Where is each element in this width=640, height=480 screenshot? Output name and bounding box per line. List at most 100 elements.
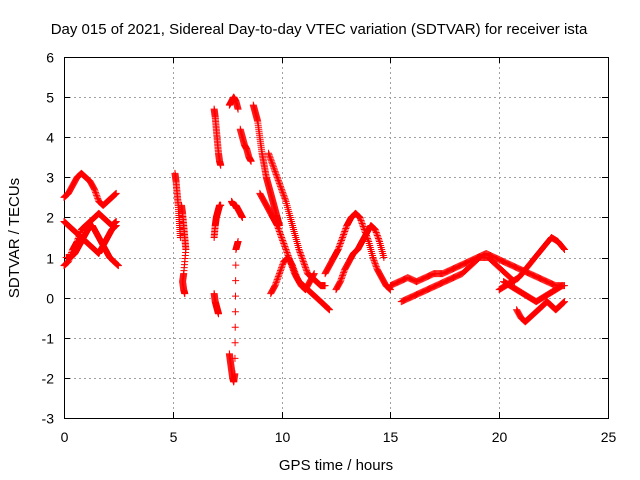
data-point (301, 262, 309, 270)
data-point (370, 257, 378, 265)
data-point (339, 270, 347, 278)
data-point (296, 249, 304, 257)
data-point (289, 263, 297, 271)
y-tick-label: -1 (42, 331, 55, 347)
data-point (337, 237, 345, 245)
data-point (278, 264, 286, 272)
data-point (302, 265, 310, 273)
grid-lines (64, 57, 608, 418)
data-point (112, 222, 120, 230)
data-point (360, 224, 368, 232)
data-point (272, 279, 280, 287)
data-point (274, 176, 282, 184)
data-point (234, 238, 242, 246)
data-point (280, 191, 288, 199)
data-point (340, 269, 348, 277)
data-point (277, 230, 285, 238)
data-point (113, 260, 121, 268)
data-point (558, 282, 566, 290)
data-point (282, 246, 290, 254)
data-point (302, 264, 310, 272)
data-point (277, 182, 285, 190)
data-point (560, 298, 568, 306)
data-point (234, 105, 242, 113)
data-point (341, 226, 349, 234)
series-arc-9 (210, 105, 225, 169)
data-point (273, 221, 281, 229)
series-arc-24 (500, 278, 566, 306)
data-point (111, 223, 119, 231)
data-point (273, 172, 281, 180)
data-point (325, 306, 333, 314)
data-point (273, 277, 281, 285)
data-point (279, 238, 287, 246)
chart-title: Day 015 of 2021, Sidereal Day-to-day VTE… (51, 21, 588, 38)
data-point (283, 249, 291, 257)
data-point (281, 194, 289, 202)
data-point (274, 175, 282, 183)
data-point (370, 255, 378, 263)
data-point (281, 244, 289, 252)
series-arc-5 (171, 169, 184, 241)
data-point (358, 219, 366, 227)
data-point (373, 231, 381, 239)
x-tick-label: 25 (601, 429, 617, 445)
data-point (269, 163, 277, 171)
x-tick-label: 15 (383, 429, 399, 445)
data-point (385, 285, 393, 293)
data-point (336, 240, 344, 248)
y-tick-label: 3 (46, 170, 54, 186)
data-point (181, 290, 189, 298)
data-point (340, 229, 348, 237)
data-point (111, 222, 119, 230)
data-point (372, 263, 380, 271)
series-arc-1 (60, 209, 120, 270)
data-point (298, 255, 306, 263)
data-point (275, 271, 283, 279)
data-point (292, 271, 300, 279)
data-point (93, 191, 101, 199)
data-point (560, 245, 568, 253)
plot-frame (64, 57, 609, 419)
data-point (214, 310, 222, 318)
data-point (335, 244, 343, 252)
data-point (282, 247, 290, 255)
data-point (369, 254, 377, 262)
y-tick-label: 1 (46, 251, 54, 267)
data-point (275, 270, 283, 278)
data-point (273, 173, 281, 181)
data-point (217, 161, 225, 169)
data-point (92, 188, 100, 196)
data-point (559, 299, 567, 307)
data-point (295, 246, 303, 254)
data-point (265, 149, 273, 157)
data-point (339, 234, 347, 241)
data-point (375, 236, 383, 244)
data-point (290, 265, 298, 273)
data-point (364, 236, 372, 244)
data-point (232, 261, 240, 269)
series-arc-7 (210, 290, 222, 318)
data-point (339, 272, 347, 280)
data-point (357, 216, 365, 224)
series-arc-16 (265, 149, 329, 290)
series-arc-23 (513, 298, 568, 326)
data-point (279, 190, 287, 198)
data-point (274, 223, 282, 231)
data-point (339, 232, 347, 240)
data-point (300, 259, 308, 267)
data-point (359, 221, 367, 229)
data-point (341, 227, 349, 235)
data-point (560, 298, 568, 306)
x-tick-label: 0 (61, 429, 69, 445)
data-point (356, 213, 364, 221)
data-point (336, 241, 344, 249)
data-point (297, 252, 305, 260)
data-point (280, 193, 288, 201)
data-point (310, 270, 318, 278)
data-point (278, 234, 286, 241)
data-point (268, 160, 276, 168)
x-tick-label: 10 (275, 429, 291, 445)
data-point (274, 274, 282, 282)
data-point (267, 157, 275, 165)
